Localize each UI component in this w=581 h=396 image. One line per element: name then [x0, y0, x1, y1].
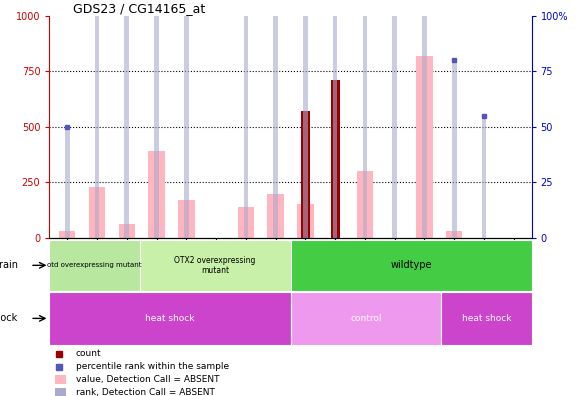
Text: control: control [350, 314, 382, 323]
Bar [357, 171, 373, 238]
Bar [416, 56, 433, 238]
Bar [363, 0, 367, 238]
Bar [333, 0, 338, 238]
Bar [55, 388, 66, 396]
Text: strain: strain [0, 260, 18, 270]
Bar [446, 231, 462, 238]
Bar [119, 224, 135, 238]
Bar [301, 111, 310, 238]
Text: otd overexpressing mutant: otd overexpressing mutant [47, 262, 142, 268]
Bar [392, 0, 397, 238]
Bar [49, 292, 290, 345]
Bar [65, 127, 70, 238]
Bar [452, 60, 457, 238]
Text: value, Detection Call = ABSENT: value, Detection Call = ABSENT [76, 375, 220, 384]
Bar [89, 187, 105, 238]
Bar [243, 0, 248, 238]
Bar [148, 151, 165, 238]
Bar [422, 0, 427, 238]
Text: rank, Detection Call = ABSENT: rank, Detection Call = ABSENT [76, 388, 215, 396]
Bar [482, 116, 486, 238]
Text: percentile rank within the sample: percentile rank within the sample [76, 362, 229, 371]
Bar [59, 231, 76, 238]
Bar [49, 240, 140, 291]
Bar [140, 240, 290, 291]
Bar [95, 0, 99, 238]
Bar [184, 0, 189, 238]
Bar [178, 200, 195, 238]
Bar [55, 375, 66, 384]
Bar [290, 292, 441, 345]
Text: GDS23 / CG14165_at: GDS23 / CG14165_at [74, 2, 206, 15]
Bar [290, 240, 532, 291]
Bar [238, 207, 254, 238]
Text: wildtype: wildtype [390, 260, 432, 270]
Bar [331, 80, 340, 238]
Bar [154, 0, 159, 238]
Bar [303, 0, 308, 238]
Bar [124, 0, 129, 238]
Bar [297, 204, 314, 238]
Bar [267, 194, 284, 238]
Bar [441, 292, 532, 345]
Text: heat shock: heat shock [462, 314, 511, 323]
Text: shock: shock [0, 313, 18, 324]
Bar [273, 0, 278, 238]
Text: heat shock: heat shock [145, 314, 195, 323]
Text: count: count [76, 349, 102, 358]
Text: OTX2 overexpressing
mutant: OTX2 overexpressing mutant [174, 256, 256, 275]
